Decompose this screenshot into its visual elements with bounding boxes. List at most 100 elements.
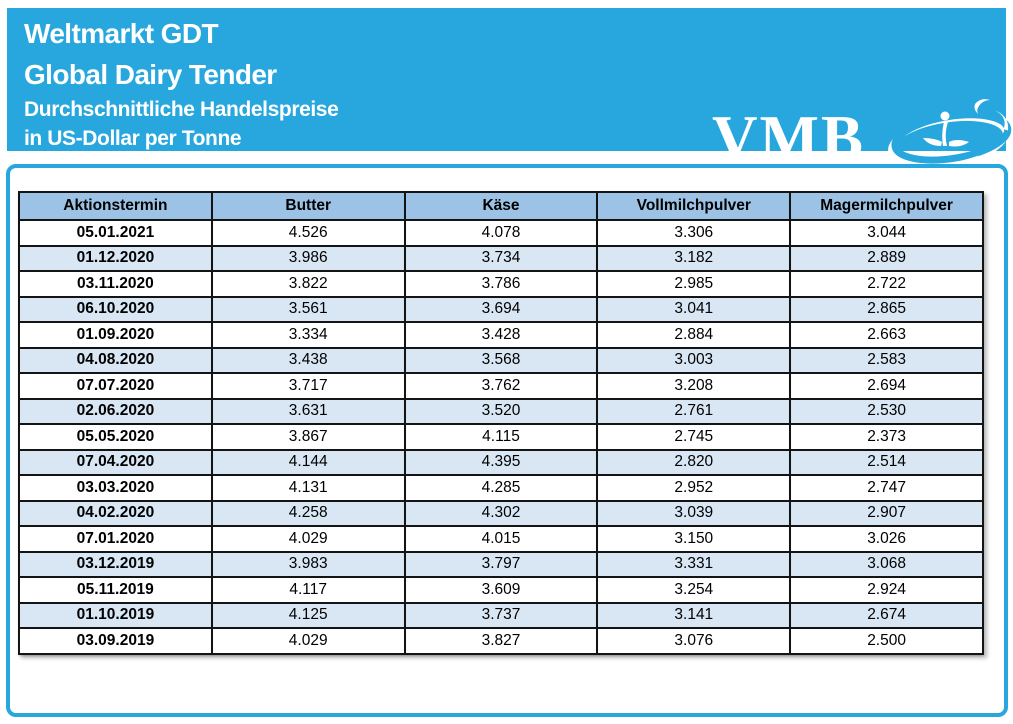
column-header: Magermilchpulver bbox=[789, 191, 984, 221]
price-cell: 2.674 bbox=[789, 601, 984, 629]
price-cell: 3.208 bbox=[596, 372, 792, 400]
table-row: 03.03.2020 4.131 4.285 2.952 2.747 bbox=[18, 474, 984, 502]
price-cell: 3.254 bbox=[596, 576, 792, 604]
column-header: Käse bbox=[403, 191, 599, 221]
table-row: 05.05.2020 3.867 4.115 2.745 2.373 bbox=[18, 423, 984, 451]
price-cell: 3.331 bbox=[596, 550, 792, 578]
price-cell: 2.663 bbox=[789, 321, 984, 349]
price-cell: 3.737 bbox=[403, 601, 599, 629]
auction-date-cell: 01.09.2020 bbox=[18, 321, 213, 349]
price-cell: 3.867 bbox=[210, 423, 406, 451]
gdt-price-table: Aktionstermin Butter Käse Vollmilchpulver Ma… bbox=[18, 191, 984, 655]
price-cell: 2.924 bbox=[789, 576, 984, 604]
price-cell: 2.722 bbox=[789, 270, 984, 298]
price-cell: 3.182 bbox=[596, 244, 792, 272]
price-cell: 4.029 bbox=[210, 627, 406, 655]
description-line-2: in US-Dollar per Tonne bbox=[24, 127, 242, 150]
price-cell: 4.115 bbox=[403, 423, 599, 451]
price-cell: 4.029 bbox=[210, 525, 406, 553]
table-row: 04.08.2020 3.438 3.568 3.003 2.583 bbox=[18, 346, 984, 374]
price-cell: 2.747 bbox=[789, 474, 984, 502]
auction-date-cell: 05.01.2021 bbox=[18, 219, 213, 247]
price-cell: 3.561 bbox=[210, 295, 406, 323]
price-cell: 3.428 bbox=[403, 321, 599, 349]
price-cell: 2.583 bbox=[789, 346, 984, 374]
price-cell: 3.568 bbox=[403, 346, 599, 374]
price-cell: 2.820 bbox=[596, 448, 792, 476]
column-header: Vollmilchpulver bbox=[596, 191, 792, 221]
auction-date-cell: 04.08.2020 bbox=[18, 346, 213, 374]
auction-date-cell: 03.03.2020 bbox=[18, 474, 213, 502]
price-cell: 4.117 bbox=[210, 576, 406, 604]
price-cell: 2.745 bbox=[596, 423, 792, 451]
auction-date-cell: 07.07.2020 bbox=[18, 372, 213, 400]
price-cell: 4.015 bbox=[403, 525, 599, 553]
vmb-swirl-icon bbox=[888, 99, 1012, 171]
price-cell: 3.827 bbox=[403, 627, 599, 655]
price-cell: 3.076 bbox=[596, 627, 792, 655]
price-cell: 2.952 bbox=[596, 474, 792, 502]
price-cell: 3.986 bbox=[210, 244, 406, 272]
table-row: 07.01.2020 4.029 4.015 3.150 3.026 bbox=[18, 525, 984, 553]
table-row: 07.07.2020 3.717 3.762 3.208 2.694 bbox=[18, 372, 984, 400]
price-cell: 4.395 bbox=[403, 448, 599, 476]
price-cell: 2.985 bbox=[596, 270, 792, 298]
column-header: Aktionstermin bbox=[18, 191, 213, 221]
price-cell: 4.125 bbox=[210, 601, 406, 629]
table-row: 07.04.2020 4.144 4.395 2.820 2.514 bbox=[18, 448, 984, 476]
auction-date-cell: 05.05.2020 bbox=[18, 423, 213, 451]
price-cell: 3.762 bbox=[403, 372, 599, 400]
auction-date-cell: 02.06.2020 bbox=[18, 397, 213, 425]
auction-date-cell: 01.10.2019 bbox=[18, 601, 213, 629]
banner-text-block: Weltmarkt GDT Global Dairy Tender Durchs… bbox=[24, 13, 339, 153]
price-cell: 3.039 bbox=[596, 499, 792, 527]
table-row: 02.06.2020 3.631 3.520 2.761 2.530 bbox=[18, 397, 984, 425]
price-cell: 2.373 bbox=[789, 423, 984, 451]
page-subtitle: Global Dairy Tender bbox=[24, 59, 277, 90]
table-row: 06.10.2020 3.561 3.694 3.041 2.865 bbox=[18, 295, 984, 323]
price-cell: 2.761 bbox=[596, 397, 792, 425]
price-cell: 3.003 bbox=[596, 346, 792, 374]
table-row: 03.12.2019 3.983 3.797 3.331 3.068 bbox=[18, 550, 984, 578]
description-line-1: Durchschnittliche Handelspreise bbox=[24, 98, 339, 121]
price-cell: 4.144 bbox=[210, 448, 406, 476]
price-cell: 2.514 bbox=[789, 448, 984, 476]
auction-date-cell: 04.02.2020 bbox=[18, 499, 213, 527]
table-row: 01.10.2019 4.125 3.737 3.141 2.674 bbox=[18, 601, 984, 629]
auction-date-cell: 03.11.2020 bbox=[18, 270, 213, 298]
price-cell: 2.500 bbox=[789, 627, 984, 655]
table-row: 03.11.2020 3.822 3.786 2.985 2.722 bbox=[18, 270, 984, 298]
auction-date-cell: 03.09.2019 bbox=[18, 627, 213, 655]
price-cell: 4.302 bbox=[403, 499, 599, 527]
auction-date-cell: 07.04.2020 bbox=[18, 448, 213, 476]
price-cell: 3.717 bbox=[210, 372, 406, 400]
table-row: 05.01.2021 4.526 4.078 3.306 3.044 bbox=[18, 219, 984, 247]
table-row: 03.09.2019 4.029 3.827 3.076 2.500 bbox=[18, 627, 984, 655]
price-cell: 2.907 bbox=[789, 499, 984, 527]
price-cell: 3.520 bbox=[403, 397, 599, 425]
price-cell: 3.150 bbox=[596, 525, 792, 553]
price-cell: 2.530 bbox=[789, 397, 984, 425]
table-header-row: Aktionstermin Butter Käse Vollmilchpulver Ma… bbox=[18, 191, 984, 221]
table-row: 04.02.2020 4.258 4.302 3.039 2.907 bbox=[18, 499, 984, 527]
auction-date-cell: 07.01.2020 bbox=[18, 525, 213, 553]
auction-date-cell: 03.12.2019 bbox=[18, 550, 213, 578]
auction-date-cell: 01.12.2020 bbox=[18, 244, 213, 272]
price-cell: 3.734 bbox=[403, 244, 599, 272]
price-cell: 3.438 bbox=[210, 346, 406, 374]
page-title: Weltmarkt GDT bbox=[24, 18, 219, 49]
price-cell: 3.983 bbox=[210, 550, 406, 578]
price-cell: 3.786 bbox=[403, 270, 599, 298]
price-cell: 2.865 bbox=[789, 295, 984, 323]
table-row: 05.11.2019 4.117 3.609 3.254 2.924 bbox=[18, 576, 984, 604]
table-row: 01.09.2020 3.334 3.428 2.884 2.663 bbox=[18, 321, 984, 349]
table-frame: Aktionstermin Butter Käse Vollmilchpulver Ma… bbox=[6, 164, 1008, 717]
price-cell: 3.041 bbox=[596, 295, 792, 323]
price-cell: 4.285 bbox=[403, 474, 599, 502]
price-cell: 3.068 bbox=[789, 550, 984, 578]
price-cell: 3.026 bbox=[789, 525, 984, 553]
price-cell: 3.631 bbox=[210, 397, 406, 425]
price-cell: 3.694 bbox=[403, 295, 599, 323]
vmb-logo: VMB bbox=[712, 96, 1013, 171]
price-cell: 3.306 bbox=[596, 219, 792, 247]
